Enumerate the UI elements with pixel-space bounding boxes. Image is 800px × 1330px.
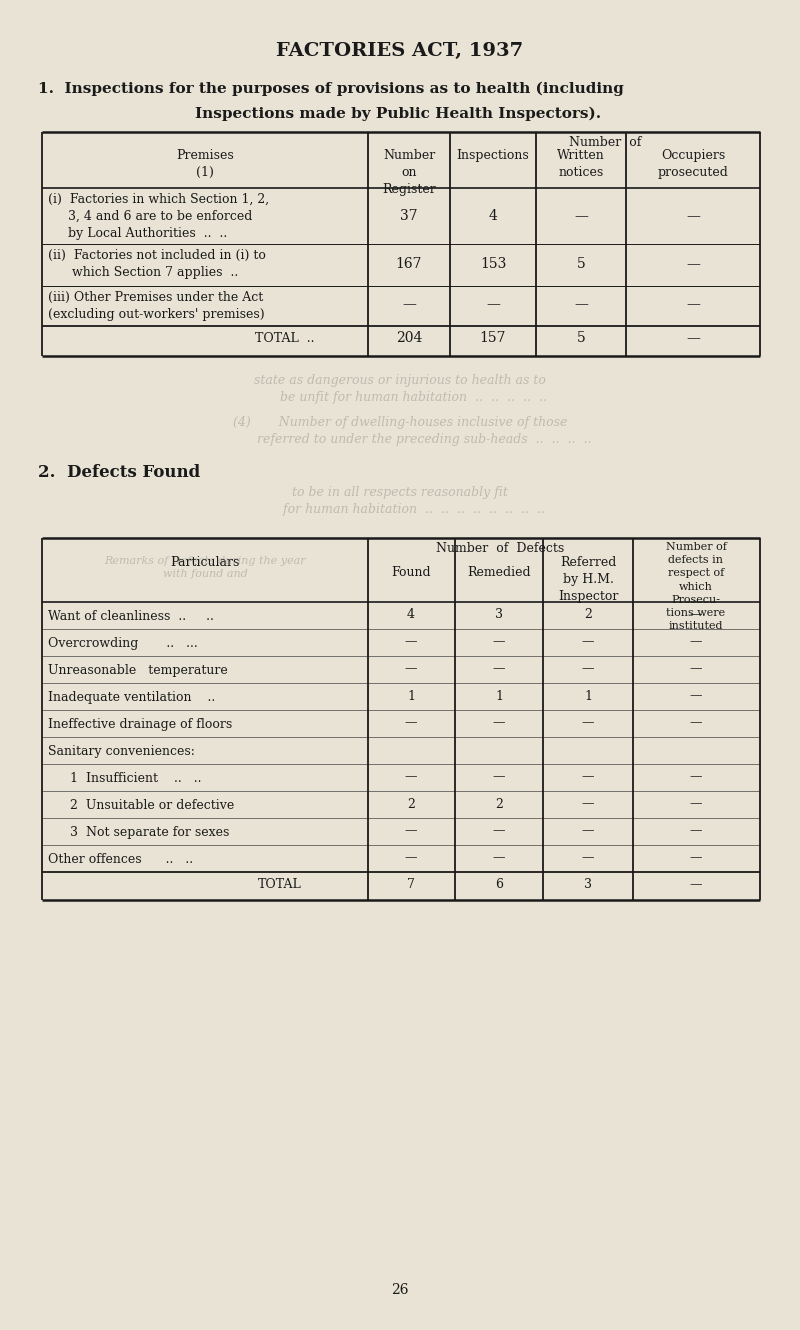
Text: —: — <box>690 770 702 783</box>
Text: (ii)  Factories not included in (i) to
      which Section 7 applies  ..: (ii) Factories not included in (i) to wh… <box>48 249 266 279</box>
Text: —: — <box>690 879 702 891</box>
Text: —: — <box>582 662 594 676</box>
Text: —: — <box>493 717 506 729</box>
Text: Premises
(1): Premises (1) <box>176 149 234 180</box>
Text: —: — <box>686 297 700 311</box>
Text: 1: 1 <box>495 689 503 702</box>
Text: (4)       Number of dwelling-houses inclusive of those
            referred to u: (4) Number of dwelling-houses inclusive … <box>209 416 591 446</box>
Text: 3  Not separate for sexes: 3 Not separate for sexes <box>58 826 230 839</box>
Text: —: — <box>582 636 594 649</box>
Text: —: — <box>690 689 702 702</box>
Text: 153: 153 <box>480 257 506 271</box>
Text: —: — <box>582 851 594 864</box>
Text: 3: 3 <box>584 879 592 891</box>
Text: —: — <box>402 297 416 311</box>
Text: —: — <box>582 770 594 783</box>
Text: —: — <box>493 851 506 864</box>
Text: —: — <box>690 825 702 838</box>
Text: state as dangerous or injurious to health as to
       be unfit for human habita: state as dangerous or injurious to healt… <box>253 374 547 404</box>
Text: —: — <box>405 662 418 676</box>
Text: —: — <box>690 636 702 649</box>
Text: —: — <box>493 770 506 783</box>
Text: 1: 1 <box>407 689 415 702</box>
Text: 4: 4 <box>489 209 498 223</box>
Text: 1: 1 <box>584 689 592 702</box>
Text: 1.  Inspections for the purposes of provisions as to health (including: 1. Inspections for the purposes of provi… <box>38 82 624 96</box>
Text: 2: 2 <box>495 798 503 810</box>
Text: —: — <box>405 825 418 838</box>
Text: 4: 4 <box>407 609 415 621</box>
Text: Referred
by H.M.
Inspector: Referred by H.M. Inspector <box>558 556 618 602</box>
Text: 2.  Defects Found: 2. Defects Found <box>38 464 200 481</box>
Text: (i)  Factories in which Section 1, 2,
     3, 4 and 6 are to be enforced
     by: (i) Factories in which Section 1, 2, 3, … <box>48 193 269 239</box>
Text: —: — <box>493 825 506 838</box>
Text: 5: 5 <box>577 331 586 344</box>
Text: —: — <box>486 297 500 311</box>
Text: Sanitary conveniences:: Sanitary conveniences: <box>48 745 195 758</box>
Text: —: — <box>405 636 418 649</box>
Text: Inspections made by Public Health Inspectors).: Inspections made by Public Health Inspec… <box>195 106 601 121</box>
Text: —: — <box>690 609 702 621</box>
Text: —: — <box>493 662 506 676</box>
Text: —: — <box>574 209 588 223</box>
Text: Number
on
Register: Number on Register <box>382 149 436 196</box>
Text: —: — <box>405 770 418 783</box>
Text: 2: 2 <box>584 609 592 621</box>
Text: 7: 7 <box>407 879 415 891</box>
Text: Overcrowding       ..   ...: Overcrowding .. ... <box>48 637 198 650</box>
Text: Inadequate ventilation    ..: Inadequate ventilation .. <box>48 692 215 704</box>
Text: —: — <box>686 331 700 344</box>
Text: 167: 167 <box>396 257 422 271</box>
Text: Written
notices: Written notices <box>557 149 605 180</box>
Text: Other offences      ..   ..: Other offences .. .. <box>48 853 193 866</box>
Text: —: — <box>690 851 702 864</box>
Text: to be in all respects reasonably fit
       for human habitation  ..  ..  ..  ..: to be in all respects reasonably fit for… <box>255 485 545 516</box>
Text: 3: 3 <box>495 609 503 621</box>
Text: 37: 37 <box>400 209 418 223</box>
Text: Remarks of Defects during the year
with found and: Remarks of Defects during the year with … <box>104 556 306 579</box>
Text: —: — <box>686 257 700 271</box>
Text: —: — <box>405 717 418 729</box>
Text: 2: 2 <box>407 798 415 810</box>
Text: Occupiers
prosecuted: Occupiers prosecuted <box>658 149 729 180</box>
Text: —: — <box>493 636 506 649</box>
Text: —: — <box>690 717 702 729</box>
Text: —: — <box>582 798 594 810</box>
Text: —: — <box>690 798 702 810</box>
Text: —: — <box>582 825 594 838</box>
Text: Want of cleanliness  ..     ..: Want of cleanliness .. .. <box>48 610 214 622</box>
Text: 2  Unsuitable or defective: 2 Unsuitable or defective <box>58 799 234 813</box>
Text: —: — <box>686 209 700 223</box>
Text: Found: Found <box>391 567 431 579</box>
Text: 1  Insufficient    ..   ..: 1 Insufficient .. .. <box>58 771 202 785</box>
Text: Number  of  Defects: Number of Defects <box>436 543 564 555</box>
Text: TOTAL  ..: TOTAL .. <box>255 331 314 344</box>
Text: 6: 6 <box>495 879 503 891</box>
Text: Number  of: Number of <box>569 136 641 149</box>
Text: Inspections: Inspections <box>457 149 530 162</box>
Text: Unreasonable   temperature: Unreasonable temperature <box>48 664 228 677</box>
Text: Ineffective drainage of floors: Ineffective drainage of floors <box>48 718 232 732</box>
Text: 204: 204 <box>396 331 422 344</box>
Text: FACTORIES ACT, 1937: FACTORIES ACT, 1937 <box>277 43 523 60</box>
Text: —: — <box>582 717 594 729</box>
Text: —: — <box>405 851 418 864</box>
Text: 26: 26 <box>391 1283 409 1297</box>
Text: TOTAL: TOTAL <box>258 879 302 891</box>
Text: Particulars: Particulars <box>170 556 240 569</box>
Text: 5: 5 <box>577 257 586 271</box>
Text: 157: 157 <box>480 331 506 344</box>
Text: (iii) Other Premises under the Act
(excluding out-workers' premises): (iii) Other Premises under the Act (excl… <box>48 291 265 321</box>
Text: Number of
defects in
respect of
which
Prosecu-
tions were
instituted: Number of defects in respect of which Pr… <box>666 543 726 632</box>
Text: Remedied: Remedied <box>467 567 531 579</box>
Text: —: — <box>690 662 702 676</box>
Text: —: — <box>574 297 588 311</box>
